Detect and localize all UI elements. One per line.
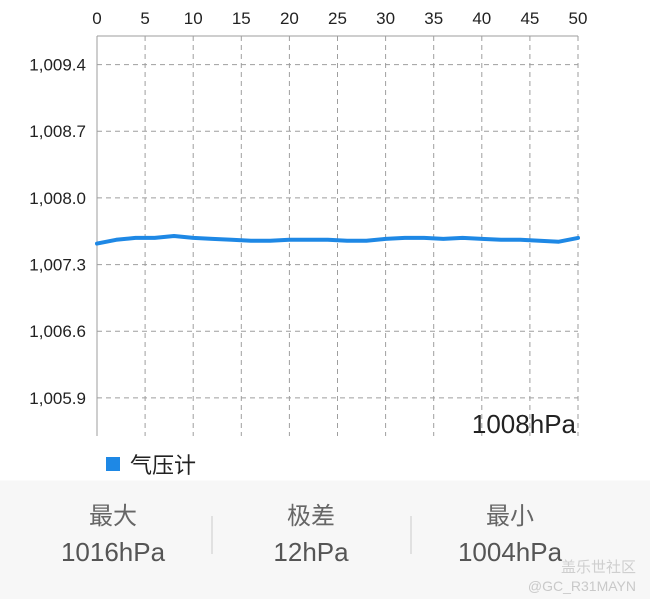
- x-tick-label: 10: [184, 9, 203, 28]
- y-tick-label: 1,008.0: [29, 189, 86, 208]
- legend-swatch: [106, 457, 120, 471]
- stat-range: 极差 12hPa: [211, 500, 411, 570]
- x-tick-label: 5: [140, 9, 149, 28]
- chart-axes: 0 5 10 15 20 25 30 35 40 45 50 1,009.4 1,008.7 1,008.…: [29, 9, 587, 436]
- x-tick-label: 30: [376, 9, 395, 28]
- pressure-series-line: [95, 234, 580, 246]
- stat-min: 最小 1004hPa: [410, 500, 610, 570]
- x-tick-label: 15: [232, 9, 251, 28]
- x-tick-label: 25: [328, 9, 347, 28]
- stat-range-label: 极差: [287, 503, 335, 530]
- x-tick-label: 20: [280, 9, 299, 28]
- stat-divider: [211, 516, 213, 554]
- stat-min-value: 1004hPa: [457, 537, 563, 567]
- y-tick-label: 1,006.6: [29, 322, 86, 341]
- stat-max: 最大 1016hPa: [13, 500, 213, 570]
- stats-panel: 最大 1016hPa 极差 12hPa 最小 1004hPa: [0, 500, 650, 580]
- x-tick-label: 35: [424, 9, 443, 28]
- stat-range-value: 12hPa: [273, 537, 349, 567]
- stat-max-label: 最大: [89, 503, 137, 530]
- legend-label: 气压计: [130, 453, 197, 478]
- watermark-title: 盖乐世社区: [560, 559, 636, 576]
- chart-grid: [96, 36, 579, 436]
- stat-divider: [410, 516, 412, 554]
- stat-max-value: 1016hPa: [60, 537, 166, 567]
- y-tick-label: 1,005.9: [29, 389, 86, 408]
- pressure-chart: 0 5 10 15 20 25 30 35 40 45 50 1,009.4 1,008.7 1,008.…: [29, 9, 587, 439]
- x-tick-label: 50: [569, 9, 588, 28]
- watermark: 盖乐世社区 @GC_R31MAYN: [528, 559, 636, 595]
- x-tick-label: 0: [92, 9, 101, 28]
- y-tick-label: 1,008.7: [29, 122, 86, 141]
- stat-min-label: 最小: [486, 503, 534, 530]
- x-tick-label: 45: [520, 9, 539, 28]
- watermark-user: @GC_R31MAYN: [527, 578, 636, 594]
- chart-legend: 气压计: [106, 448, 196, 480]
- x-tick-label: 40: [472, 9, 491, 28]
- y-tick-label: 1,007.3: [29, 256, 86, 275]
- chart-series: [95, 234, 580, 246]
- y-tick-label: 1,009.4: [29, 56, 86, 75]
- current-pressure-label: 1008hPa: [472, 409, 577, 439]
